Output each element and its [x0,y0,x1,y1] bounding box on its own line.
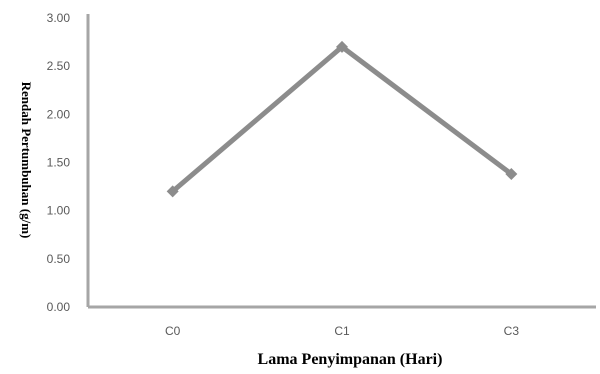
x-tick-label: C1 [334,324,350,338]
x-tick-labels: C0 C1 C3 [165,324,519,338]
y-tick-label: 2.50 [47,59,71,73]
series-line [170,44,514,194]
data-point [166,185,179,198]
y-tick-labels: 0.00 0.50 1.00 1.50 2.00 2.50 3.00 [47,11,71,314]
data-point [336,40,348,53]
y-tick-label: 0.00 [47,300,71,314]
x-tick-label: C0 [165,324,181,338]
y-axis-label: Rendah Pertumbuhan (g/m) [19,82,34,239]
y-tick-label: 1.50 [47,156,71,170]
x-axis-label: Lama Penyimpanan (Hari) [258,351,443,368]
y-tick-label: 1.00 [47,204,71,218]
data-point [505,168,518,181]
y-tick-label: 2.00 [47,107,71,121]
y-tick-label: 3.00 [47,11,71,25]
x-tick-label: C3 [504,324,520,338]
series-group [166,40,518,198]
y-tick-label: 0.50 [47,252,71,266]
chart-axes [86,14,596,309]
